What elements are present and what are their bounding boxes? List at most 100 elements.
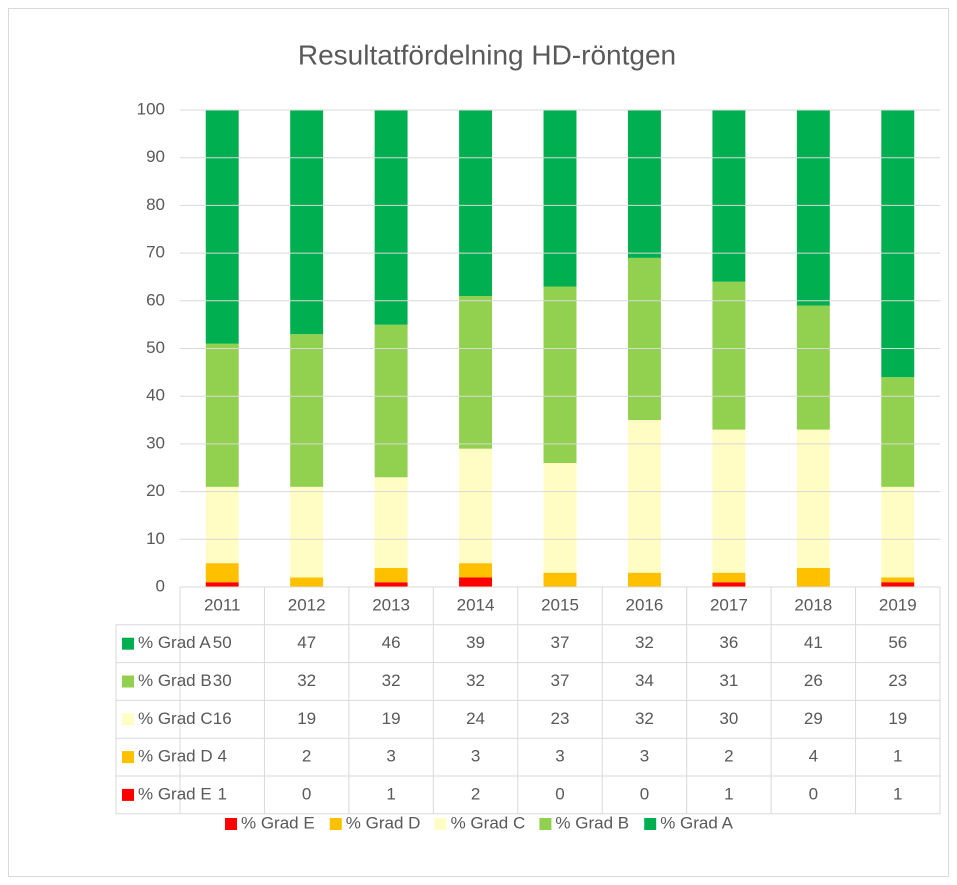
table-cell: 34 [635,671,654,690]
table-cell: 3 [386,747,395,766]
y-tick-label: 50 [146,338,165,357]
table-cell: 1 [893,747,902,766]
table-cell: 46 [382,633,401,652]
table-cell: 26 [804,671,823,690]
bar-segment [459,448,493,564]
bar-segment [459,563,493,578]
bar-segment [374,110,408,325]
table-cell: 50 [213,633,232,652]
bar-segment [881,110,915,378]
bar-segment [881,577,915,583]
bar-segment [290,334,324,487]
table-cell: 24 [466,709,485,728]
bar-segment [205,563,239,583]
x-tick-label: 2011 [204,595,241,614]
bar-segment [459,296,493,449]
bar-segment [374,582,408,587]
table-legend-key [122,675,134,688]
table-cell: 2 [471,784,480,803]
table-cell: 32 [635,633,654,652]
table-cell: 32 [635,709,654,728]
table-cell: 3 [555,747,564,766]
table-legend-key [122,637,134,650]
bar-segment [627,420,661,573]
table-cell: 41 [804,633,823,652]
bar-segment [543,110,577,287]
y-tick-label: 20 [146,481,165,500]
bar-segment [712,582,746,587]
table-cell: 0 [640,784,649,803]
y-tick-label: 60 [146,290,165,309]
bar-segment [627,110,661,258]
table-cell: 3 [471,747,480,766]
table-cell: 19 [297,709,316,728]
table-cell: 23 [551,709,570,728]
legend-key [434,818,447,830]
legend-label: % Grad A [660,813,733,832]
bar-segment [205,110,239,344]
bar-segment [712,429,746,573]
table-cell: 37 [551,671,570,690]
bar-segment [374,324,408,478]
table-cell: 30 [719,709,738,728]
bar-segment [627,572,661,587]
table-row-label: % Grad A [138,633,211,652]
x-tick-label: 2015 [541,595,579,614]
x-tick-label: 2012 [288,595,326,614]
table-row-label: % Grad B [138,671,212,690]
bar-segment [543,462,577,573]
table-cell: 23 [888,671,907,690]
bar-segment [374,567,408,583]
table-cell: 1 [217,784,226,803]
table-cell: 32 [382,671,401,690]
table-row-label: % Grad E [138,784,212,803]
bar-segment [459,110,493,297]
legend-label: % Grad B [555,813,629,832]
bar-segment [712,110,746,282]
x-tick-label: 2013 [372,595,410,614]
table-cell: 56 [888,633,907,652]
table-cell: 32 [297,671,316,690]
bar-segment [796,567,830,587]
bar-segment [205,343,239,487]
table-legend-key [122,788,134,801]
table-cell: 30 [213,671,232,690]
y-tick-label: 10 [146,529,165,548]
x-tick-label: 2018 [794,595,832,614]
bar-segment [712,572,746,583]
table-cell: 2 [724,747,733,766]
legend-key [225,818,237,830]
y-tick-label: 0 [156,576,165,595]
table-cell: 1 [724,784,733,803]
table-cell: 0 [809,784,818,803]
legend-label: % Grad D [346,813,421,832]
table-cell: 1 [386,784,395,803]
y-tick-label: 100 [137,99,165,118]
x-tick-label: 2014 [457,595,495,614]
table-cell: 3 [640,747,649,766]
legend-label: % Grad C [451,813,526,832]
bar-segment [881,582,915,587]
bar-segment [290,577,324,587]
bar-segment [881,486,915,578]
y-tick-label: 30 [146,433,165,452]
x-tick-label: 2019 [879,595,917,614]
table-cell: 37 [551,633,570,652]
table-cell: 39 [466,633,485,652]
table-row-label: % Grad D [138,747,213,766]
table-cell: 0 [302,784,311,803]
table-cell: 0 [555,784,564,803]
bar-segment [543,572,577,587]
table-cell: 32 [466,671,485,690]
legend-key [539,818,552,830]
table-cell: 36 [719,633,738,652]
bar-segment [712,281,746,430]
chart-title: Resultatfördelning HD-röntgen [298,39,676,70]
table-cell: 1 [893,784,902,803]
table-cell: 19 [888,709,907,728]
table-cell: 47 [297,633,316,652]
bar-segment [374,477,408,568]
bar-segment [459,577,493,587]
bars [205,110,915,587]
